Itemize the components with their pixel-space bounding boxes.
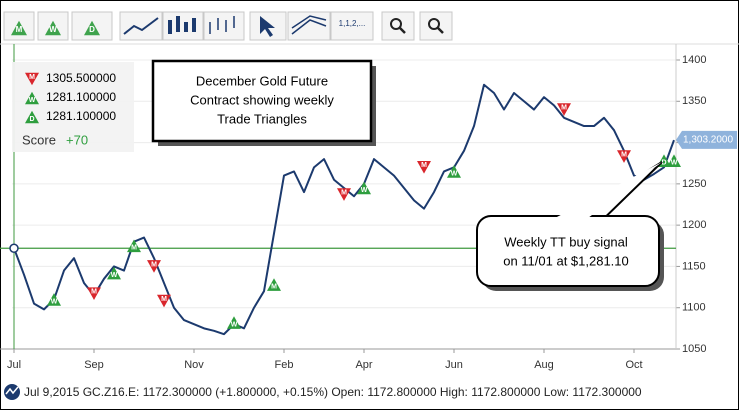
price-tag [676, 130, 737, 149]
signal-letter: D [89, 25, 95, 34]
y-tick-label: 1050 [682, 343, 706, 355]
status-text: Jul 9,2015 GC.Z16.E: 1172.300000 (+1.800… [24, 385, 642, 399]
signal-triangle [87, 287, 101, 300]
icon [428, 18, 440, 30]
signal-letter: W [29, 97, 36, 104]
toolbar: 1,1,2,... [3, 11, 453, 41]
x-tick-label: Nov [184, 359, 204, 371]
x-tick-label: Jul [7, 359, 21, 371]
signal-letter: M [271, 283, 277, 290]
signal-triangle [357, 181, 371, 195]
signal-letter: M [161, 296, 167, 303]
signal-letter: M [341, 189, 347, 196]
signal-triangle [11, 20, 27, 36]
signal-letter: W [451, 170, 458, 177]
x-tick-label: Sep [84, 359, 104, 371]
status-icon-line [5, 386, 19, 395]
icon [209, 16, 235, 34]
signal-triangle [447, 165, 461, 178]
signal-triangle [267, 278, 281, 291]
y-tick-label: 1350 [682, 95, 706, 107]
y-tick-label: 1200 [682, 219, 706, 231]
signal-triangle [47, 293, 61, 306]
signal-triangle [25, 91, 39, 105]
legend-text: 1281.100000 [46, 90, 116, 104]
button[interactable] [119, 11, 163, 41]
button[interactable] [330, 11, 374, 41]
y-tick-label: 1100 [682, 302, 706, 314]
legend-text: 1281.100000 [46, 109, 116, 123]
signal-triangle [417, 161, 431, 174]
callout-box [151, 59, 373, 143]
signal-triangle [557, 103, 571, 116]
callout-text: Trade Triangles [217, 111, 307, 126]
plot: 10501100115012001250130013501400JulSepNo… [0, 44, 737, 371]
callout-pointer-fill [555, 162, 662, 218]
signal-letter: W [51, 298, 58, 305]
x-tick-label: Jun [445, 359, 463, 371]
y-tick-label: 1250 [682, 178, 706, 190]
signal-letter: M [621, 151, 627, 158]
icon [437, 27, 444, 34]
icon [399, 27, 406, 34]
legend: M 1305.500000 W 1281.100000 D 1281.100000 [25, 71, 116, 124]
button-label: 1,1,2,... [339, 19, 366, 28]
signal-triangle [127, 239, 141, 253]
callout-box [476, 215, 660, 287]
callout: Weekly TT buy signal on 11/01 at $1,281.… [476, 161, 664, 291]
callout-text: on 11/01 at $1,281.10 [503, 253, 629, 268]
signal-letter: M [131, 245, 137, 252]
signal-letter: W [111, 272, 118, 279]
score-label: Score [22, 132, 56, 147]
callout-text: Contract showing weekly [190, 92, 334, 107]
signal-letter: W [49, 25, 57, 34]
signal-letter: M [91, 289, 97, 296]
signal-triangle [45, 20, 61, 36]
callout-text: Weekly TT buy signal [504, 234, 628, 249]
signal-triangle [157, 294, 171, 308]
button[interactable] [419, 11, 453, 41]
signal-triangle [227, 316, 241, 329]
signal-letter: M [16, 25, 23, 34]
signal-letter: D [661, 160, 666, 167]
x-tick-label: Feb [275, 359, 294, 371]
signal-letter: W [361, 187, 368, 194]
status-bg [1, 378, 738, 409]
callout-text: December Gold Future [196, 73, 328, 88]
x-tick-label: Aug [534, 359, 554, 371]
signal-triangle [25, 72, 39, 86]
icon [168, 16, 196, 34]
signal-letter: M [421, 162, 427, 169]
signal-triangle [107, 266, 121, 280]
status-bar: Jul 9,2015 GC.Z16.E: 1172.300000 (+1.800… [1, 378, 738, 409]
signal-triangle [617, 150, 631, 163]
icon [260, 16, 275, 37]
signal-letter: W [671, 160, 678, 167]
price-line [13, 83, 675, 336]
icon [390, 18, 402, 30]
y-tick-label: 1400 [682, 54, 706, 66]
signal-letter: W [231, 321, 238, 328]
signal-triangle [337, 188, 351, 201]
signal-letter: M [561, 104, 567, 111]
score-value: +70 [66, 132, 88, 147]
cursor-point [9, 243, 19, 254]
callout: December Gold Future Contract showing we… [151, 59, 376, 146]
button[interactable] [381, 11, 415, 41]
signal-letter: M [151, 261, 157, 268]
y-tick-label: 1150 [682, 260, 706, 272]
price-tag-label: 1,303.2000 [683, 135, 733, 146]
signal-triangle [84, 20, 100, 36]
signal-triangle [667, 154, 681, 168]
icon [123, 17, 159, 35]
x-tick-label: Apr [355, 359, 372, 371]
signal-letter: M [29, 74, 35, 81]
signal-letter: D [29, 116, 34, 123]
x-tick-label: Oct [625, 359, 642, 371]
legend-text: 1305.500000 [46, 71, 116, 85]
signal-triangle [147, 260, 161, 273]
icon [291, 15, 327, 35]
signal-triangle [25, 110, 39, 124]
